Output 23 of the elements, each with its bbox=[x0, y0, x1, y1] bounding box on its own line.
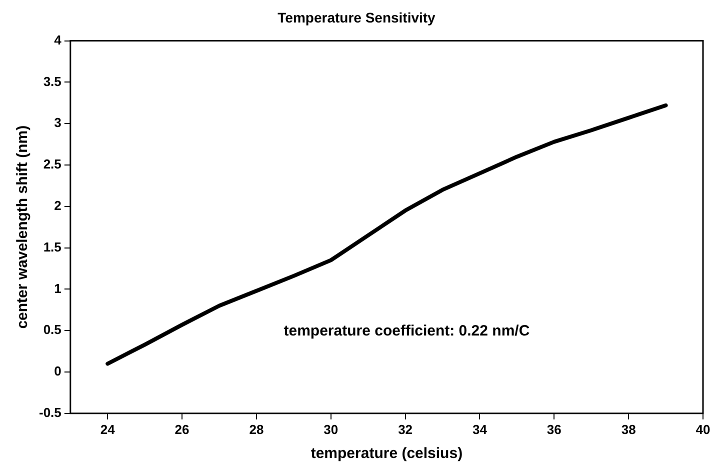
x-tick-label: 24 bbox=[100, 422, 116, 437]
x-tick-label: 38 bbox=[621, 422, 636, 437]
y-tick-label: 2 bbox=[54, 198, 62, 213]
y-tick-label: 3 bbox=[54, 115, 62, 130]
y-tick-label: 2.5 bbox=[43, 156, 62, 172]
y-tick-label: 0.5 bbox=[43, 322, 62, 338]
x-tick-label: 30 bbox=[324, 422, 338, 437]
y-tick-label: 1.5 bbox=[43, 239, 62, 254]
y-tick-label: 0 bbox=[54, 364, 62, 379]
y-tick-label: 1 bbox=[54, 280, 62, 296]
x-tick-label: 34 bbox=[472, 422, 488, 437]
y-axis-title: center wavelength shift (nm) bbox=[14, 125, 32, 329]
x-tick-label: 36 bbox=[546, 422, 562, 437]
chart-title: Temperature Sensitivity bbox=[278, 9, 436, 26]
y-tick-label: -0.5 bbox=[38, 404, 62, 420]
x-axis-title: temperature (celsius) bbox=[310, 445, 463, 462]
annotation: temperature coefficient: 0.22 nm/C bbox=[284, 322, 530, 340]
x-tick-label: 32 bbox=[398, 422, 413, 437]
y-tick-label: 4 bbox=[54, 32, 62, 48]
x-tick-label: 40 bbox=[696, 422, 710, 437]
x-tick-label: 26 bbox=[174, 422, 190, 437]
y-tick-label: 3.5 bbox=[43, 74, 62, 89]
x-tick-label: 28 bbox=[249, 422, 264, 437]
